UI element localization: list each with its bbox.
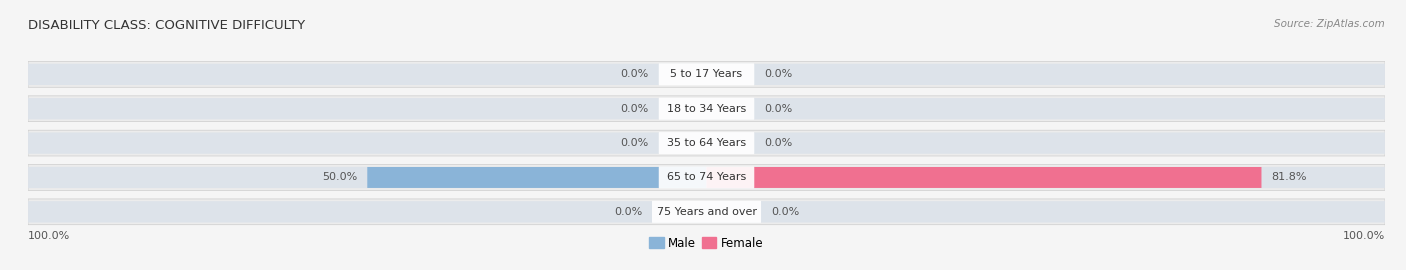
Text: 100.0%: 100.0%: [1343, 231, 1385, 241]
FancyBboxPatch shape: [28, 199, 1385, 225]
Text: 0.0%: 0.0%: [620, 138, 648, 148]
Text: 0.0%: 0.0%: [770, 207, 799, 217]
FancyBboxPatch shape: [28, 62, 1385, 87]
Text: 18 to 34 Years: 18 to 34 Years: [666, 104, 747, 114]
Text: 0.0%: 0.0%: [765, 104, 793, 114]
FancyBboxPatch shape: [28, 96, 1385, 122]
Legend: Male, Female: Male, Female: [644, 232, 769, 254]
FancyBboxPatch shape: [28, 133, 1385, 154]
Text: 0.0%: 0.0%: [765, 138, 793, 148]
Text: 65 to 74 Years: 65 to 74 Years: [666, 173, 747, 183]
Text: 81.8%: 81.8%: [1271, 173, 1308, 183]
FancyBboxPatch shape: [659, 98, 754, 120]
Text: 0.0%: 0.0%: [620, 104, 648, 114]
Text: 75 Years and over: 75 Years and over: [657, 207, 756, 217]
Text: 50.0%: 50.0%: [322, 173, 357, 183]
Text: Source: ZipAtlas.com: Source: ZipAtlas.com: [1274, 19, 1385, 29]
FancyBboxPatch shape: [659, 167, 754, 188]
FancyBboxPatch shape: [28, 130, 1385, 156]
FancyBboxPatch shape: [659, 63, 754, 85]
FancyBboxPatch shape: [28, 64, 1385, 85]
FancyBboxPatch shape: [28, 98, 1385, 119]
Text: 0.0%: 0.0%: [765, 69, 793, 79]
FancyBboxPatch shape: [28, 201, 1385, 222]
FancyBboxPatch shape: [652, 201, 761, 223]
FancyBboxPatch shape: [659, 132, 754, 154]
Text: 35 to 64 Years: 35 to 64 Years: [666, 138, 747, 148]
FancyBboxPatch shape: [706, 167, 1261, 188]
Text: 0.0%: 0.0%: [614, 207, 643, 217]
Text: DISABILITY CLASS: COGNITIVE DIFFICULTY: DISABILITY CLASS: COGNITIVE DIFFICULTY: [28, 19, 305, 32]
FancyBboxPatch shape: [28, 165, 1385, 190]
FancyBboxPatch shape: [28, 167, 1385, 188]
Text: 0.0%: 0.0%: [620, 69, 648, 79]
FancyBboxPatch shape: [367, 167, 707, 188]
Text: 100.0%: 100.0%: [28, 231, 70, 241]
Text: 5 to 17 Years: 5 to 17 Years: [671, 69, 742, 79]
